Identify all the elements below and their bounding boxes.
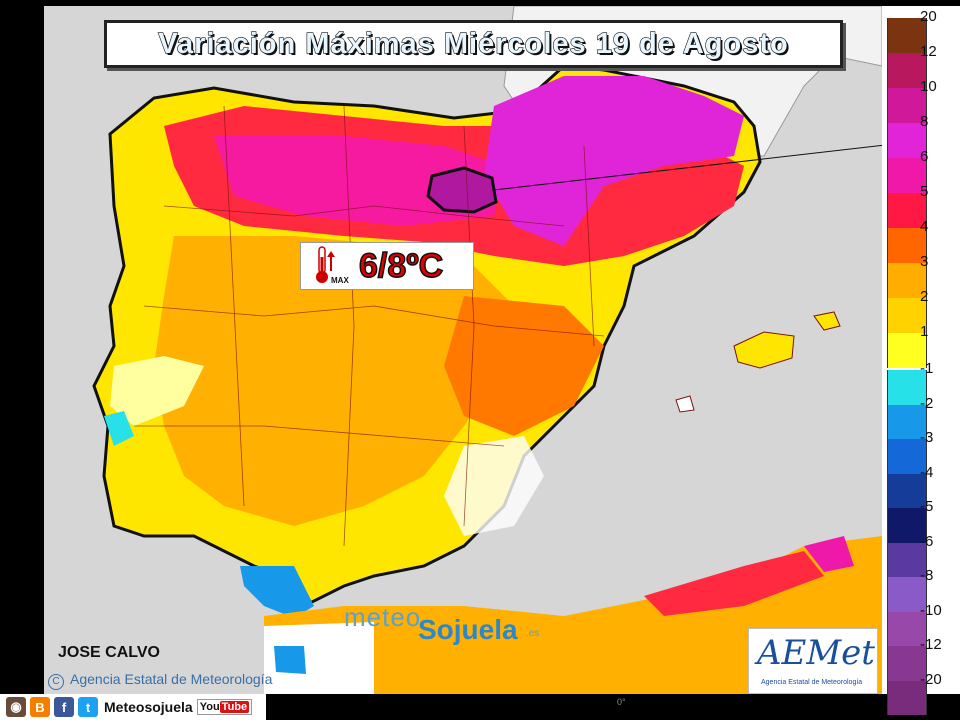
legend-negative-swatch-8: [887, 646, 927, 681]
legend-positive-swatch-6: [887, 228, 927, 263]
legend-negative-label-8: -12: [920, 636, 942, 653]
watermark-sojuela: Sojuela: [418, 614, 518, 645]
legend-positive-swatch-2: [887, 88, 927, 123]
thermometer-max-icon: MAX: [301, 243, 349, 289]
legend-positive-label-7: 3: [920, 253, 929, 270]
legend-positive-label-2: 10: [920, 78, 937, 95]
author-label: JOSE CALVO: [58, 644, 160, 661]
legend-positive-swatch-8: [887, 298, 927, 333]
youtube-tube: Tube: [219, 701, 250, 713]
legend-positive-swatch-9: [887, 333, 927, 368]
legend-negative-label-5: -6: [920, 532, 934, 550]
legend-positive-label-1: 12: [920, 43, 937, 60]
annotation-box: MAX 6/8ºC: [300, 242, 474, 290]
legend-positive-swatch-7: [887, 263, 927, 298]
agency-name: Agencia Estatal de Meteorología: [70, 671, 273, 687]
legend-negative-label-6: -8: [920, 567, 934, 584]
watermark-suffix: .es: [526, 628, 540, 639]
annotation-value: 6/8ºC: [358, 246, 444, 286]
instagram-icon[interactable]: ◉: [6, 697, 26, 717]
legend-positive-swatch-4: [887, 158, 927, 193]
social-footer: ◉ B f t Meteosojuela You Tube: [0, 694, 266, 720]
legend-negative-swatch-4: [887, 508, 927, 543]
legend-negative-swatch-0: [887, 370, 927, 405]
aemet-logo-text: AEMet: [757, 633, 875, 673]
legend-positive-label-0: 20: [920, 8, 937, 25]
legend-positive-swatch-3: [887, 123, 927, 158]
watermark: meteo Sojuela .es: [344, 602, 539, 645]
legend-negative-swatch-6: [887, 577, 927, 612]
legend-negative-label-7: -10: [920, 601, 942, 619]
copyright-icon: C: [48, 674, 64, 690]
facebook-icon[interactable]: f: [54, 697, 74, 717]
legend-positive-swatch-1: [887, 53, 927, 88]
legend-positive-label-6: 4: [920, 218, 929, 235]
legend-positive-label-9: 1: [920, 323, 929, 340]
agency-credit: C Agencia Estatal de Meteorología: [48, 671, 272, 690]
max-label: MAX: [331, 276, 349, 285]
legend-negative-swatch-1: [887, 404, 927, 439]
legend-negative-swatch-9: [887, 680, 927, 715]
legend-negative-label-3: -4: [920, 463, 934, 481]
legend-negative-label-1: -2: [920, 394, 934, 412]
youtube-icon[interactable]: You Tube: [196, 699, 253, 715]
map-canvas: [44, 6, 882, 694]
social-handle[interactable]: Meteosojuela: [104, 699, 193, 715]
legend-negative-swatch-5: [887, 542, 927, 577]
watermark-meteo: meteo: [344, 602, 422, 632]
map-panel: [44, 6, 882, 694]
youtube-you: You: [199, 701, 220, 713]
legend-positive-label-4: 6: [920, 148, 929, 165]
aemet-logo: AEMet Agencia Estatal de Meteorología: [748, 628, 878, 694]
legend-negative-swatch-3: [887, 473, 927, 508]
legend-positive-label-5: 5: [920, 183, 929, 200]
legend-negative-label-0: -1: [920, 360, 934, 377]
legend-negative-swatch-7: [887, 611, 927, 646]
blogger-icon[interactable]: B: [30, 697, 50, 717]
twitter-icon[interactable]: t: [78, 697, 98, 717]
legend-negative-label-2: -3: [920, 429, 934, 446]
legend-positive-swatch-0: [887, 18, 927, 53]
map-title: Variación Máximas Miércoles 19 de Agosto: [104, 20, 843, 68]
legend-positive-label-8: 2: [920, 288, 929, 305]
longitude-label: 0°: [617, 697, 626, 707]
legend-positive-label-3: 8: [920, 113, 929, 130]
legend-negative-swatch-2: [887, 439, 927, 474]
legend-negative-label-4: -5: [920, 498, 934, 515]
aemet-logo-subtitle: Agencia Estatal de Meteorología: [761, 679, 863, 686]
legend-positive-swatch-5: [887, 193, 927, 228]
legend-negative-label-9: -20: [920, 670, 942, 688]
